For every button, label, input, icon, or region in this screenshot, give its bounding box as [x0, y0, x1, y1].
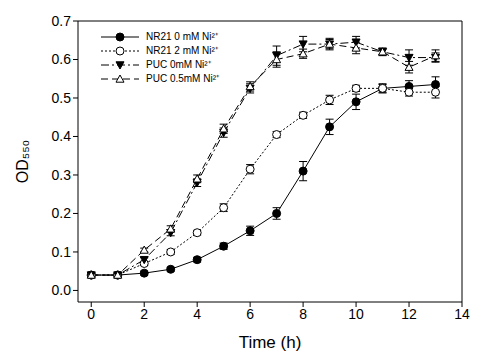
svg-text:Time (h): Time (h) [239, 333, 302, 352]
html-text:NR21 0 mM Ni²⁺: NR21 0 mM Ni²⁺ [146, 31, 218, 42]
svg-text:2: 2 [140, 306, 148, 322]
html-text:PUC 0mM Ni²⁺: PUC 0mM Ni²⁺ [146, 59, 211, 70]
svg-text:4: 4 [193, 306, 201, 322]
svg-text:0.4: 0.4 [52, 128, 72, 144]
html-text:NR21 2 mM Ni²⁺: NR21 2 mM Ni²⁺ [146, 45, 218, 56]
svg-text:10: 10 [348, 306, 364, 322]
svg-text:0.1: 0.1 [52, 244, 72, 260]
svg-text:0.5: 0.5 [52, 90, 72, 106]
svg-text:0.7: 0.7 [52, 13, 72, 29]
svg-text:OD₅₅₀: OD₅₅₀ [14, 140, 31, 184]
svg-text:0.6: 0.6 [52, 51, 72, 67]
svg-text:0.3: 0.3 [52, 167, 72, 183]
svg-text:0.0: 0.0 [52, 282, 72, 298]
svg-text:14: 14 [454, 306, 470, 322]
svg-text:0.2: 0.2 [52, 205, 72, 221]
svg-text:6: 6 [246, 306, 254, 322]
svg-text:8: 8 [299, 306, 307, 322]
svg-text:12: 12 [401, 306, 417, 322]
html-text:PUC 0.5mM Ni²⁺: PUC 0.5mM Ni²⁺ [146, 73, 219, 84]
svg-text:0: 0 [87, 306, 95, 322]
